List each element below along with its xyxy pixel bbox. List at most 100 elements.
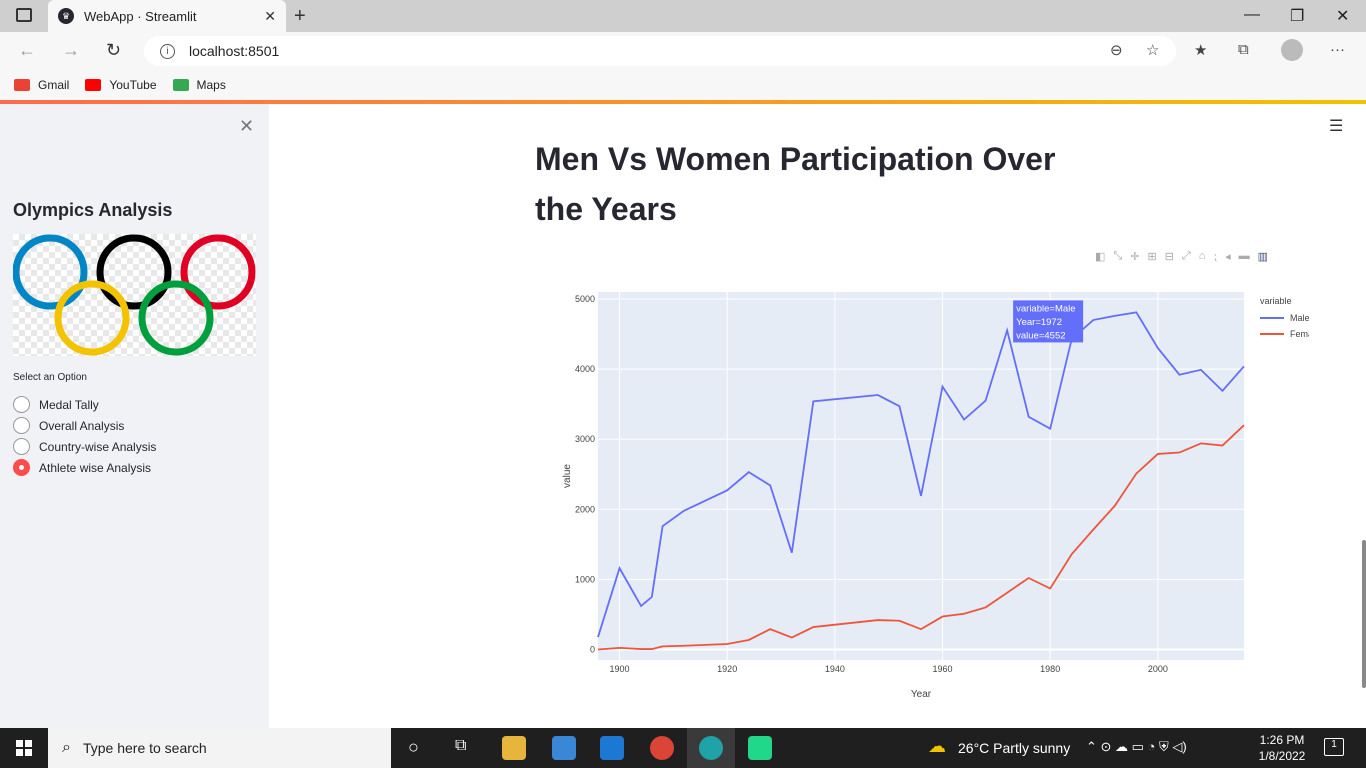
olympic-rings-logo bbox=[12, 234, 256, 356]
new-tab-icon[interactable]: + bbox=[294, 5, 306, 27]
bookmark-gmail[interactable]: Gmail bbox=[14, 78, 69, 92]
tooltip-text: variable=Male bbox=[1016, 303, 1075, 314]
clock-date: 1/8/2022 bbox=[1258, 749, 1306, 763]
tab-actions-icon[interactable] bbox=[16, 8, 32, 22]
restore-icon[interactable]: ❐ bbox=[1290, 8, 1305, 25]
legend-entry: Male bbox=[1290, 313, 1309, 323]
search-icon: ⌕ bbox=[62, 739, 71, 756]
x-tick-label: 1960 bbox=[933, 664, 953, 674]
more-menu-icon[interactable]: ··· bbox=[1330, 41, 1345, 58]
plot-area bbox=[598, 292, 1244, 660]
sidebar-close-icon[interactable]: ✕ bbox=[239, 116, 255, 136]
weather-text[interactable]: 26°C Partly sunny bbox=[958, 740, 1071, 756]
legend-title: variable bbox=[1260, 296, 1292, 306]
windows-start-icon[interactable] bbox=[16, 740, 32, 756]
gmail-icon bbox=[14, 79, 30, 91]
spike-lines-icon[interactable]: ⁏ bbox=[1213, 251, 1218, 263]
autoscale-icon[interactable]: ⤢ bbox=[1181, 250, 1191, 262]
cortana-icon[interactable]: ○ bbox=[408, 737, 419, 757]
sidebar-title: Olympics Analysis bbox=[13, 200, 173, 220]
zoom-in-icon[interactable]: ⊞ bbox=[1147, 251, 1157, 263]
chrome-icon[interactable] bbox=[650, 736, 674, 760]
radio-circle-icon[interactable] bbox=[13, 438, 30, 455]
weather-icon[interactable]: ☁ bbox=[928, 736, 946, 756]
notifications-icon[interactable]: 1 bbox=[1324, 738, 1344, 756]
profile-avatar[interactable] bbox=[1281, 39, 1303, 61]
site-info-icon[interactable]: i bbox=[160, 43, 175, 59]
radio-circle-icon[interactable] bbox=[13, 417, 30, 434]
y-tick-label: 4000 bbox=[575, 364, 595, 374]
bookmark-maps[interactable]: Maps bbox=[172, 78, 226, 92]
y-tick-label: 2000 bbox=[575, 504, 595, 514]
add-favorite-icon[interactable]: ☆ bbox=[1146, 42, 1160, 59]
favorites-icon[interactable]: ★ bbox=[1194, 42, 1208, 59]
x-tick-label: 1940 bbox=[825, 664, 845, 674]
taskbar-clock[interactable]: 1:26 PM 1/8/2022 bbox=[1252, 732, 1312, 764]
radio-option[interactable]: Medal Tally bbox=[13, 394, 156, 415]
select-option-label: Select an Option bbox=[13, 372, 87, 383]
camera-icon[interactable]: ◧ bbox=[1095, 251, 1106, 263]
hover-closest-icon[interactable]: ◂ bbox=[1225, 251, 1231, 263]
collections-icon[interactable]: ⧉ bbox=[1238, 41, 1249, 58]
youtube-icon bbox=[85, 79, 102, 91]
y-axis-label: value bbox=[562, 464, 573, 488]
pycharm-icon[interactable] bbox=[748, 736, 772, 760]
hamburger-menu-icon[interactable]: ☰ bbox=[1329, 118, 1344, 135]
search-placeholder: Type here to search bbox=[82, 740, 207, 756]
reset-axes-icon[interactable]: ⌂ bbox=[1198, 250, 1206, 262]
participation-line-chart[interactable]: 1900 1920 1940 1960 1980 2000 0 1000 2000 3000 400… bbox=[549, 274, 1309, 734]
tab-close-icon[interactable]: ✕ bbox=[264, 8, 276, 24]
y-tick-label: 5000 bbox=[575, 294, 595, 304]
radio-option[interactable]: Athlete wise Analysis bbox=[13, 457, 156, 478]
series-line-male bbox=[597, 311, 1245, 638]
windows-taskbar: ⌕ Type here to search ○ ⧉ ☁ 26°C Partly … bbox=[0, 728, 1366, 768]
x-tick-label: 1900 bbox=[610, 664, 630, 674]
x-axis-label: Year bbox=[911, 689, 932, 700]
legend-entry: Female bbox=[1290, 329, 1309, 339]
taskbar-search[interactable]: ⌕ Type here to search bbox=[48, 728, 391, 768]
url-text: localhost:8501 bbox=[189, 43, 280, 59]
store-icon[interactable] bbox=[552, 736, 576, 760]
back-icon[interactable]: ← bbox=[18, 40, 36, 60]
window-close-icon[interactable]: ✕ bbox=[1336, 8, 1350, 25]
radio-circle-icon[interactable] bbox=[13, 459, 30, 476]
plotly-logo-icon[interactable]: ▥ bbox=[1257, 251, 1268, 263]
radio-option[interactable]: Overall Analysis bbox=[13, 415, 156, 436]
task-view-icon[interactable]: ⧉ bbox=[455, 737, 467, 754]
bookmark-youtube[interactable]: YouTube bbox=[85, 78, 157, 92]
radio-option[interactable]: Country-wise Analysis bbox=[13, 436, 156, 457]
pan-icon[interactable]: ✛ bbox=[1130, 251, 1140, 263]
radio-circle-icon[interactable] bbox=[13, 396, 30, 413]
zoom-icon[interactable]: ⊖ bbox=[1110, 42, 1123, 59]
zoom-icon[interactable]: ⤡ bbox=[1113, 250, 1123, 262]
page-title: Men Vs Women Participation Over the Year… bbox=[535, 141, 1056, 227]
x-tick-label: 1920 bbox=[717, 664, 737, 674]
browser-tab[interactable]: ♛ WebApp · Streamlit ✕ bbox=[48, 0, 286, 32]
mail-icon[interactable] bbox=[600, 736, 624, 760]
page-scrollbar[interactable] bbox=[1362, 540, 1366, 688]
series-line-female bbox=[597, 424, 1245, 651]
tray-icons[interactable]: ⌃ ⊙ ☁ ▭ ◔ ⛨ ◁) bbox=[1086, 739, 1187, 754]
radio-label: Overall Analysis bbox=[39, 418, 125, 433]
zoom-out-icon[interactable]: ⊟ bbox=[1164, 251, 1174, 263]
hover-tooltip bbox=[1013, 300, 1084, 343]
edge-icon[interactable] bbox=[699, 736, 723, 760]
streamlit-favicon-icon: ♛ bbox=[58, 8, 74, 24]
hover-compare-icon[interactable]: ▬ bbox=[1238, 250, 1250, 262]
clock-time: 1:26 PM bbox=[1259, 733, 1305, 747]
bookmark-label: Gmail bbox=[38, 78, 70, 92]
x-tick-label: 2000 bbox=[1148, 664, 1168, 674]
bookmark-label: YouTube bbox=[109, 78, 157, 92]
tooltip-text: value=4552 bbox=[1016, 330, 1065, 341]
address-toolbar: ← → ↻ i localhost:8501 ⊖ ☆ ★ ⧉ ··· bbox=[0, 32, 1366, 70]
sidebar: ✕ Olympics Analysis Select an Option Med… bbox=[0, 104, 269, 728]
forward-icon[interactable]: → bbox=[62, 40, 80, 60]
file-explorer-icon[interactable] bbox=[502, 736, 526, 760]
option-radio-group: Medal Tally Overall Analysis Country-wise … bbox=[13, 394, 156, 478]
browser-tab-bar: ♛ WebApp · Streamlit ✕ + — ❐ ✕ bbox=[0, 0, 1366, 32]
maps-icon bbox=[172, 79, 189, 91]
minimize-icon[interactable]: — bbox=[1244, 6, 1260, 23]
address-input[interactable]: i localhost:8501 bbox=[144, 36, 1176, 66]
main-content: ☰ Men Vs Women Participation Over the Ye… bbox=[269, 104, 1366, 728]
refresh-icon[interactable]: ↻ bbox=[106, 40, 122, 60]
